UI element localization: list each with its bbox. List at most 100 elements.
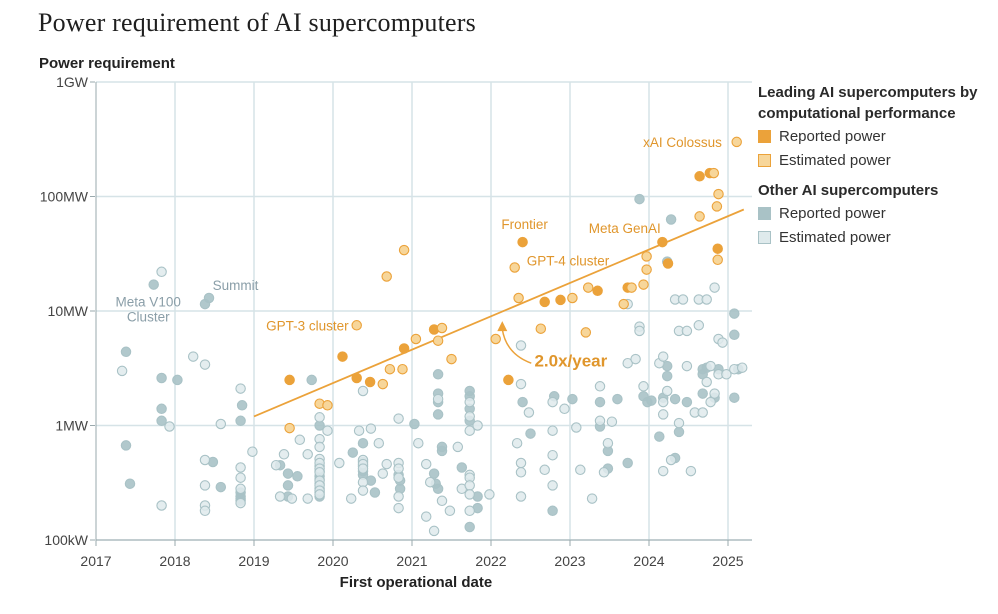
other-estimated-point [187, 351, 199, 362]
other-estimated-point [432, 393, 444, 405]
other-reported-point [432, 483, 444, 495]
other-reported-point [282, 468, 294, 479]
other-reported-point [634, 193, 645, 205]
other-estimated-point [464, 411, 475, 422]
legend-swatch [758, 153, 771, 167]
other-estimated-point [357, 463, 369, 474]
other-estimated-point [377, 468, 389, 479]
legend-leading-estimated: Estimated power [758, 148, 994, 172]
other-reported-point [292, 471, 303, 482]
x-tick-label: 2023 [554, 553, 585, 569]
other-estimated-point [464, 396, 475, 408]
leading-reported-point [351, 372, 362, 384]
other-reported-point [661, 370, 673, 382]
other-estimated-point [353, 425, 365, 436]
other-estimated-point [464, 480, 475, 491]
other-reported-point [646, 395, 657, 406]
leading-estimated-point [708, 167, 720, 179]
other-estimated-point [594, 415, 606, 427]
other-estimated-point [547, 425, 558, 436]
other-reported-point [665, 214, 677, 225]
leading-estimated-point [694, 211, 705, 222]
other-reported-point [120, 346, 132, 358]
legend-leading-title: Leading AI supercomputers by computation… [758, 84, 978, 122]
other-estimated-point [677, 294, 689, 305]
other-estimated-point [705, 360, 716, 372]
other-reported-point [357, 437, 369, 449]
legend-label: Reported power [779, 204, 886, 222]
other-reported-point [432, 409, 444, 420]
other-estimated-point [606, 416, 618, 427]
other-estimated-point [571, 422, 582, 433]
other-estimated-point [701, 376, 712, 388]
other-estimated-point [594, 381, 606, 392]
other-estimated-point [322, 425, 333, 436]
other-estimated-point [665, 454, 677, 466]
other-estimated-point [693, 320, 705, 331]
x-tick-label: 2025 [712, 553, 743, 569]
other-estimated-point [634, 325, 645, 337]
other-estimated-point [586, 493, 598, 504]
other-estimated-point [452, 441, 464, 453]
other-estimated-point [199, 480, 211, 491]
other-estimated-point [235, 483, 246, 495]
other-estimated-point [199, 505, 211, 517]
other-reported-point [612, 393, 623, 405]
other-estimated-point [575, 464, 586, 476]
other-reported-point [428, 468, 440, 479]
other-estimated-point [314, 441, 325, 453]
other-estimated-point [484, 489, 495, 500]
leading-estimated-point [381, 271, 392, 282]
legend-other-estimated: Estimated power [758, 225, 994, 249]
chart-axes: 100kW 1MW 10MW 100MW 1GW 2017 2018 2019 2020 2021… [40, 74, 752, 591]
other-estimated-point [657, 351, 669, 362]
other-estimated-point [424, 476, 436, 488]
other-estimated-point [464, 425, 475, 436]
other-estimated-point [393, 413, 404, 424]
chart-grid [96, 81, 752, 541]
trend-arrow [501, 328, 532, 364]
other-estimated-point [515, 467, 527, 478]
other-estimated-point [547, 449, 558, 461]
other-estimated-point [515, 340, 527, 351]
trend-label: 2.0x/year [534, 351, 607, 370]
other-reported-point [436, 441, 448, 453]
other-reported-point [464, 385, 475, 397]
other-estimated-point [393, 472, 404, 483]
other-estimated-point [436, 495, 448, 507]
other-reported-point [567, 393, 578, 405]
other-reported-point [203, 292, 215, 304]
other-estimated-point [199, 359, 211, 370]
other-estimated-point [472, 420, 483, 431]
leading-estimated-point [731, 136, 742, 148]
legend-swatch [758, 129, 771, 143]
other-reported-point [729, 329, 740, 341]
leading-estimated-point [397, 363, 408, 375]
leading-reported-point [592, 285, 603, 297]
other-estimated-point [413, 437, 424, 449]
leading-points [284, 136, 742, 434]
leading-estimated-point [535, 323, 547, 334]
trend-line [253, 208, 745, 418]
annotation-label: GPT-3 cluster [266, 318, 349, 333]
other-estimated-point [373, 437, 385, 449]
legend-swatch [758, 230, 771, 244]
leading-reported-point [284, 374, 295, 386]
annotation-label: Cluster [127, 310, 170, 325]
legend-leading-reported: Reported power [758, 124, 994, 148]
annotation-label: xAI Colossus [643, 135, 722, 150]
other-estimated-point [164, 421, 175, 432]
other-estimated-point [464, 489, 475, 500]
other-points [116, 193, 748, 537]
other-estimated-point [717, 337, 728, 348]
leading-estimated-point [641, 264, 652, 275]
other-estimated-point [547, 396, 558, 408]
other-reported-point [456, 462, 468, 473]
x-axis-label: First operational date [340, 574, 493, 591]
leading-estimated-point [567, 292, 578, 304]
leading-estimated-point [618, 298, 629, 310]
annotation-layer: xAI Colossus Frontier GPT-4 cluster Meta Ge… [116, 135, 723, 333]
other-estimated-point [274, 491, 286, 502]
leading-estimated-point [711, 201, 723, 212]
